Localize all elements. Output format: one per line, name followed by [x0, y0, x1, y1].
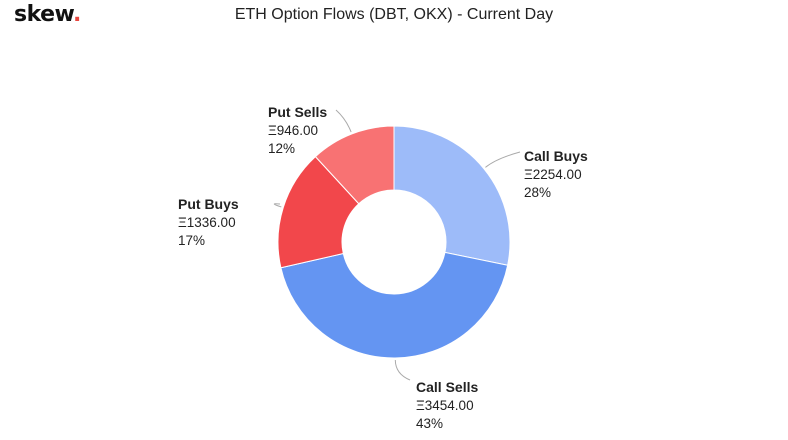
slices-group: [277, 125, 511, 359]
logo-dot: .: [72, 2, 81, 27]
label-put-buys: Put Buys Ξ1336.00 17%: [178, 196, 239, 248]
leader-lines-group: [273, 109, 521, 381]
label-call-buys: Call Buys Ξ2254.00 28%: [524, 148, 588, 200]
label-call-sells-percent: 43%: [416, 416, 443, 431]
label-call-sells: Call Sells Ξ3454.00 43%: [416, 379, 478, 431]
leader-put-buys: [273, 203, 282, 208]
logo-text: skew: [14, 2, 73, 27]
label-put-buys-name: Put Buys: [178, 196, 239, 212]
label-put-sells-percent: 12%: [268, 141, 295, 156]
leader-put-sells: [335, 109, 352, 133]
label-put-sells: Put Sells Ξ946.00 12%: [268, 104, 327, 156]
slice-call-buys[interactable]: [393, 125, 511, 266]
label-call-buys-value: Ξ2254.00: [524, 167, 582, 182]
chart-title: ETH Option Flows (DBT, OKX) - Current Da…: [234, 6, 554, 23]
label-call-sells-value: Ξ3454.00: [416, 398, 474, 413]
slice-call-sells[interactable]: [280, 251, 509, 359]
label-call-buys-name: Call Buys: [524, 148, 588, 164]
leader-call-buys: [485, 151, 521, 168]
label-put-buys-percent: 17%: [178, 233, 205, 248]
label-call-sells-name: Call Sells: [416, 379, 478, 395]
label-call-buys-percent: 28%: [524, 185, 551, 200]
label-put-sells-name: Put Sells: [268, 104, 327, 120]
label-put-sells-value: Ξ946.00: [268, 123, 318, 138]
labels-group: Call Buys Ξ2254.00 28% Call Sells Ξ3454.00 43…: [178, 104, 588, 431]
skew-logo: skew.: [14, 2, 81, 27]
slice-put-sells[interactable]: [314, 125, 395, 205]
leader-call-sells: [394, 359, 411, 381]
label-put-buys-value: Ξ1336.00: [178, 215, 236, 230]
